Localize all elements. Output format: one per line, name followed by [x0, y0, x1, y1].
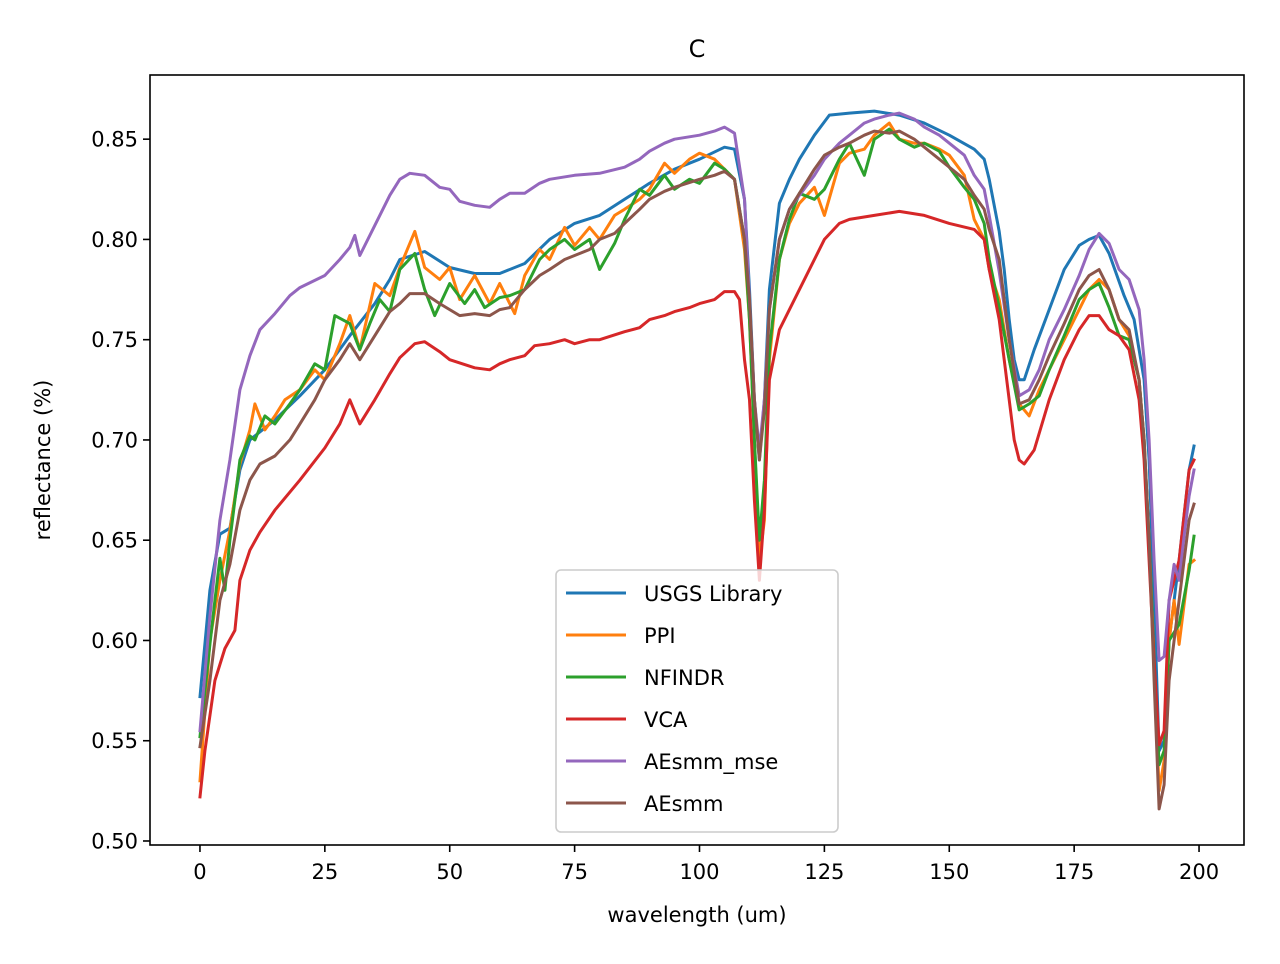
y-tick-label: 0.50 [91, 829, 138, 853]
y-tick-label: 0.60 [91, 629, 138, 653]
legend-label: AEsmm_mse [644, 750, 778, 775]
plot-lines-group [198, 109, 1197, 811]
y-tick-label: 0.70 [91, 428, 138, 452]
x-tick-label: 150 [929, 860, 969, 884]
chart-title: C [689, 35, 706, 63]
x-tick-label: 125 [804, 860, 844, 884]
plot-area-frame [149, 74, 1245, 846]
y-tick-label: 0.85 [91, 128, 138, 152]
legend-label: NFINDR [644, 666, 724, 690]
x-tick-label: 50 [436, 860, 463, 884]
series-line-aesmm [198, 129, 1196, 811]
x-axis-ticks: 0 25 50 75 100 125 150 175 200 [193, 845, 1219, 884]
legend-box [555, 569, 839, 833]
legend-label: AEsmm [644, 792, 724, 816]
x-tick-label: 200 [1179, 860, 1219, 884]
y-axis-ticks: 0.50 0.55 0.60 0.65 0.70 0.75 0.80 0.85 [91, 128, 150, 853]
x-tick-label: 75 [561, 860, 588, 884]
y-tick-label: 0.65 [91, 529, 138, 553]
legend-label: VCA [644, 708, 688, 732]
x-tick-label: 0 [193, 860, 206, 884]
x-tick-label: 175 [1054, 860, 1094, 884]
series-line-vca [198, 209, 1197, 799]
series-line-usgs-library [198, 109, 1196, 753]
legend-label: USGS Library [644, 582, 782, 606]
x-tick-label: 25 [311, 860, 338, 884]
y-axis-label: reflectance (%) [31, 380, 55, 541]
chart-legend: USGS Library PPI NFINDR VCA AEsmm_mse AEsmm [555, 569, 839, 833]
y-tick-label: 0.75 [91, 328, 138, 352]
legend-label: PPI [644, 624, 676, 648]
y-tick-label: 0.55 [91, 729, 138, 753]
x-axis-label: wavelength (um) [607, 903, 786, 927]
x-tick-label: 100 [679, 860, 719, 884]
y-tick-label: 0.80 [91, 228, 138, 252]
